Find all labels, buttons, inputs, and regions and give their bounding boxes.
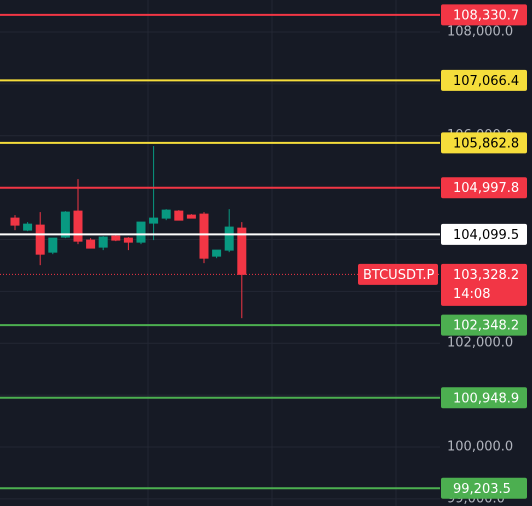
candle-body xyxy=(23,223,33,231)
last-price-box xyxy=(441,263,527,306)
candle-body xyxy=(199,213,209,259)
candle-body xyxy=(86,239,96,249)
level-label: 104,997.8 xyxy=(453,181,519,196)
level-label: 104,099.5 xyxy=(453,228,519,243)
level-label: 99,203.5 xyxy=(453,482,511,497)
last-price-label: 103,328.2 xyxy=(453,268,519,283)
candle-body xyxy=(186,214,196,219)
symbol-label-box xyxy=(358,263,438,285)
symbol-label: BTCUSDT.P xyxy=(363,268,434,283)
candle-body xyxy=(161,209,171,219)
candle-body xyxy=(212,249,222,257)
candle-body xyxy=(48,237,58,253)
level-label: 105,862.8 xyxy=(453,136,519,151)
level-label-box xyxy=(441,177,527,199)
y-tick-label: 100,000.0 xyxy=(447,439,513,454)
candle-body xyxy=(35,224,45,255)
candle-body xyxy=(111,235,121,241)
candle-body xyxy=(174,210,184,221)
level-label: 107,066.4 xyxy=(453,74,519,89)
candle-body xyxy=(73,210,83,242)
candle-body xyxy=(123,237,133,243)
countdown-label: 14:08 xyxy=(453,287,490,302)
candle-body xyxy=(149,217,159,224)
candle-body xyxy=(98,236,108,248)
candle-body xyxy=(10,217,20,226)
candle-body xyxy=(60,211,70,238)
level-label-box xyxy=(441,69,527,91)
level-label: 100,948.9 xyxy=(453,391,519,406)
level-label-box xyxy=(441,314,527,336)
candle-body xyxy=(224,226,234,251)
level-label: 102,348.2 xyxy=(453,319,519,334)
level-label-box xyxy=(441,387,527,409)
y-tick-label: 108,000.0 xyxy=(447,25,513,40)
level-label-box xyxy=(441,4,527,26)
candle-body xyxy=(136,221,146,243)
level-label-box xyxy=(441,223,527,245)
y-tick-label: 102,000.0 xyxy=(447,336,513,351)
candle-body xyxy=(237,227,247,275)
level-label-box xyxy=(441,477,527,499)
level-label: 108,330.7 xyxy=(453,8,519,23)
level-label-box xyxy=(441,132,527,154)
